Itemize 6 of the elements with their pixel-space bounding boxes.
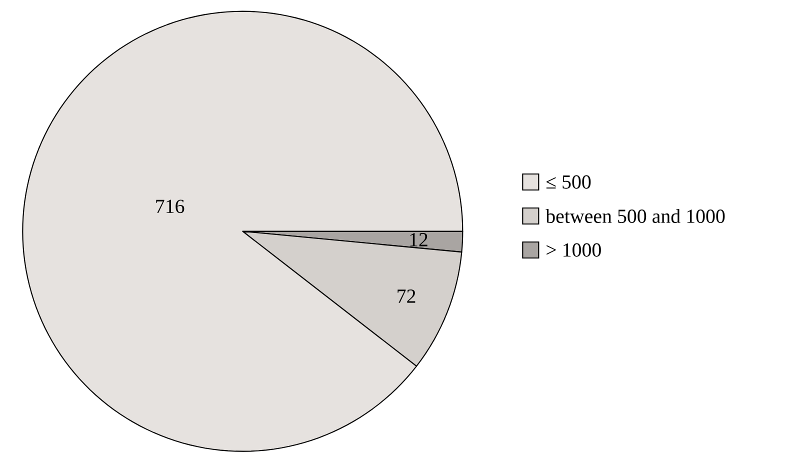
legend-label: between 500 and 1000 [546, 209, 725, 223]
legend-label: > 1000 [546, 243, 601, 257]
data-label: 716 [156, 200, 184, 214]
data-label: 12 [410, 233, 428, 246]
legend-label: ≤ 500 [546, 175, 591, 189]
data-label: 72 [398, 290, 416, 303]
